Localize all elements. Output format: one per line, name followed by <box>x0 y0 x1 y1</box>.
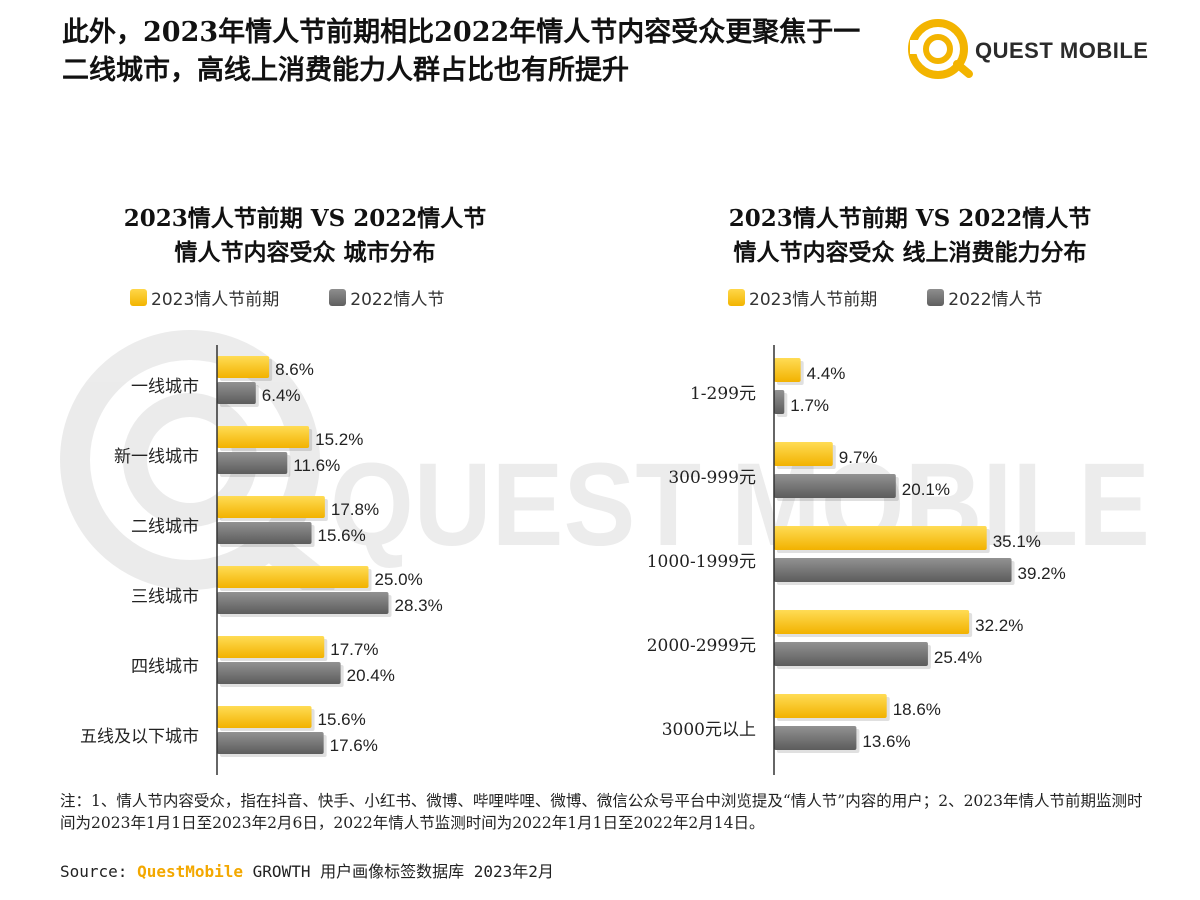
footnote: 注：1、情人节内容受众，指在抖音、快手、小红书、微博、哔哩哔哩、微博、微信公众号… <box>60 792 1143 832</box>
bar-2023 <box>774 610 970 634</box>
legend-item-2023: 2023情人节前期 <box>728 285 877 310</box>
data-label-2023: 15.6% <box>318 710 366 729</box>
bar-2022 <box>217 592 389 614</box>
data-label-2022: 6.4% <box>262 386 301 405</box>
legend-swatch-2023 <box>728 289 745 306</box>
bar-2023 <box>217 426 310 448</box>
category-label: 二线城市 <box>131 517 199 537</box>
legend-label-2023: 2023情人节前期 <box>749 290 878 310</box>
bar-2023 <box>774 358 801 382</box>
bar-2023 <box>774 694 887 718</box>
bar-2022 <box>774 642 928 666</box>
bar-2022 <box>217 732 324 754</box>
data-label-2023: 18.6% <box>893 700 941 719</box>
bar-2022 <box>774 474 896 498</box>
data-label-2023: 8.6% <box>275 360 314 379</box>
category-label: 新一线城市 <box>114 447 199 467</box>
bar-2022 <box>217 522 312 544</box>
data-label-2022: 28.3% <box>394 596 442 615</box>
page-title-line-1: 此外，2023年情人节前期相比2022年情人节内容受众更聚焦于一 <box>62 17 861 48</box>
legend-swatch-2022 <box>927 289 945 306</box>
legend-label-2022: 2022情人节 <box>350 290 445 310</box>
spend-capacity-chart: 1-299元 4.4% 1.7% 300-999元 9.7% 20.1% 1000-1999… <box>647 345 1066 775</box>
data-label-2023: 32.2% <box>975 616 1023 635</box>
category-label: 五线及以下城市 <box>80 727 199 747</box>
data-label-2022: 25.4% <box>934 648 982 667</box>
data-label-2023: 35.1% <box>993 532 1041 551</box>
legend-item-2022: 2022情人节 <box>927 285 1043 310</box>
data-label-2023: 9.7% <box>839 448 878 467</box>
category-label: 一线城市 <box>131 377 199 397</box>
category-label: 3000元以上 <box>662 720 756 740</box>
data-label-2022: 39.2% <box>1018 564 1066 583</box>
city-chart-title-line-1: 2023情人节前期 VS 2022情人节 <box>123 205 487 232</box>
data-label-2022: 13.6% <box>862 732 910 751</box>
category-label: 四线城市 <box>131 657 199 677</box>
bar-2022 <box>774 558 1012 582</box>
legend-item-2022: 2022情人节 <box>329 285 445 310</box>
data-label-2023: 17.8% <box>331 500 379 519</box>
legend-swatch-2022 <box>329 289 347 306</box>
data-label-2022: 20.4% <box>347 666 395 685</box>
bar-2023 <box>217 706 312 728</box>
city-chart-title-line-2: 情人节内容受众 城市分布 <box>174 239 436 266</box>
data-label-2022: 20.1% <box>902 480 950 499</box>
page-title: 此外，2023年情人节前期相比2022年情人节内容受众更聚焦于一 二线城市，高线… <box>62 14 922 90</box>
data-label-2023: 4.4% <box>807 364 846 383</box>
category-label: 1-299元 <box>690 384 756 404</box>
quest-mobile-logo-icon <box>908 19 973 79</box>
city-chart-title: 2023情人节前期 VS 2022情人节 情人节内容受众 城市分布 <box>60 202 550 270</box>
source-brand: QuestMobile <box>137 862 244 881</box>
bar-2022 <box>217 382 256 404</box>
spend-chart-title-line-2: 情人节内容受众 线上消费能力分布 <box>733 239 1087 266</box>
legend-item-2023: 2023情人节前期 <box>130 285 279 310</box>
bar-2023 <box>774 442 833 466</box>
spend-chart-title: 2023情人节前期 VS 2022情人节 情人节内容受众 线上消费能力分布 <box>660 202 1160 270</box>
spend-chart-legend: 2023情人节前期 2022情人节 <box>728 285 1043 310</box>
category-label: 1000-1999元 <box>647 552 756 572</box>
spend-chart-title-line-1: 2023情人节前期 VS 2022情人节 <box>728 205 1092 232</box>
source-line: Source: QuestMobile GROWTH 用户画像标签数据库 202… <box>60 858 554 882</box>
bar-2022 <box>217 662 341 684</box>
legend-label-2022: 2022情人节 <box>948 290 1043 310</box>
bar-2023 <box>217 636 325 658</box>
data-label-2023: 17.7% <box>330 640 378 659</box>
data-label-2023: 15.2% <box>315 430 363 449</box>
bar-2022 <box>774 390 785 414</box>
bar-2023 <box>774 526 987 550</box>
legend-label-2023: 2023情人节前期 <box>151 290 280 310</box>
bar-2023 <box>217 496 325 518</box>
bar-2022 <box>774 726 857 750</box>
category-label: 300-999元 <box>668 468 756 488</box>
page-title-line-2: 二线城市，高线上消费能力人群占比也有所提升 <box>62 55 629 86</box>
data-label-2022: 11.6% <box>293 456 340 475</box>
data-label-2022: 1.7% <box>790 396 829 415</box>
data-label-2023: 25.0% <box>375 570 423 589</box>
logo-text: QUEST MOBILE <box>975 38 1149 63</box>
city-chart-legend: 2023情人节前期 2022情人节 <box>130 285 445 310</box>
category-label: 三线城市 <box>131 587 199 607</box>
category-label: 2000-2999元 <box>647 636 756 656</box>
data-label-2022: 15.6% <box>318 526 366 545</box>
legend-swatch-2023 <box>130 289 147 306</box>
source-suffix: GROWTH 用户画像标签数据库 2023年2月 <box>243 862 554 881</box>
source-prefix: Source: <box>60 862 138 881</box>
quest-mobile-logo: QUEST MOBILE <box>905 14 1175 84</box>
bar-2023 <box>217 566 369 588</box>
bar-2023 <box>217 356 270 378</box>
bar-2022 <box>217 452 288 474</box>
city-distribution-chart: 一线城市 8.6% 6.4% 新一线城市 15.2% 11.6% 二线城市 17.8% 15.6… <box>80 345 443 775</box>
data-label-2022: 17.6% <box>330 736 378 755</box>
